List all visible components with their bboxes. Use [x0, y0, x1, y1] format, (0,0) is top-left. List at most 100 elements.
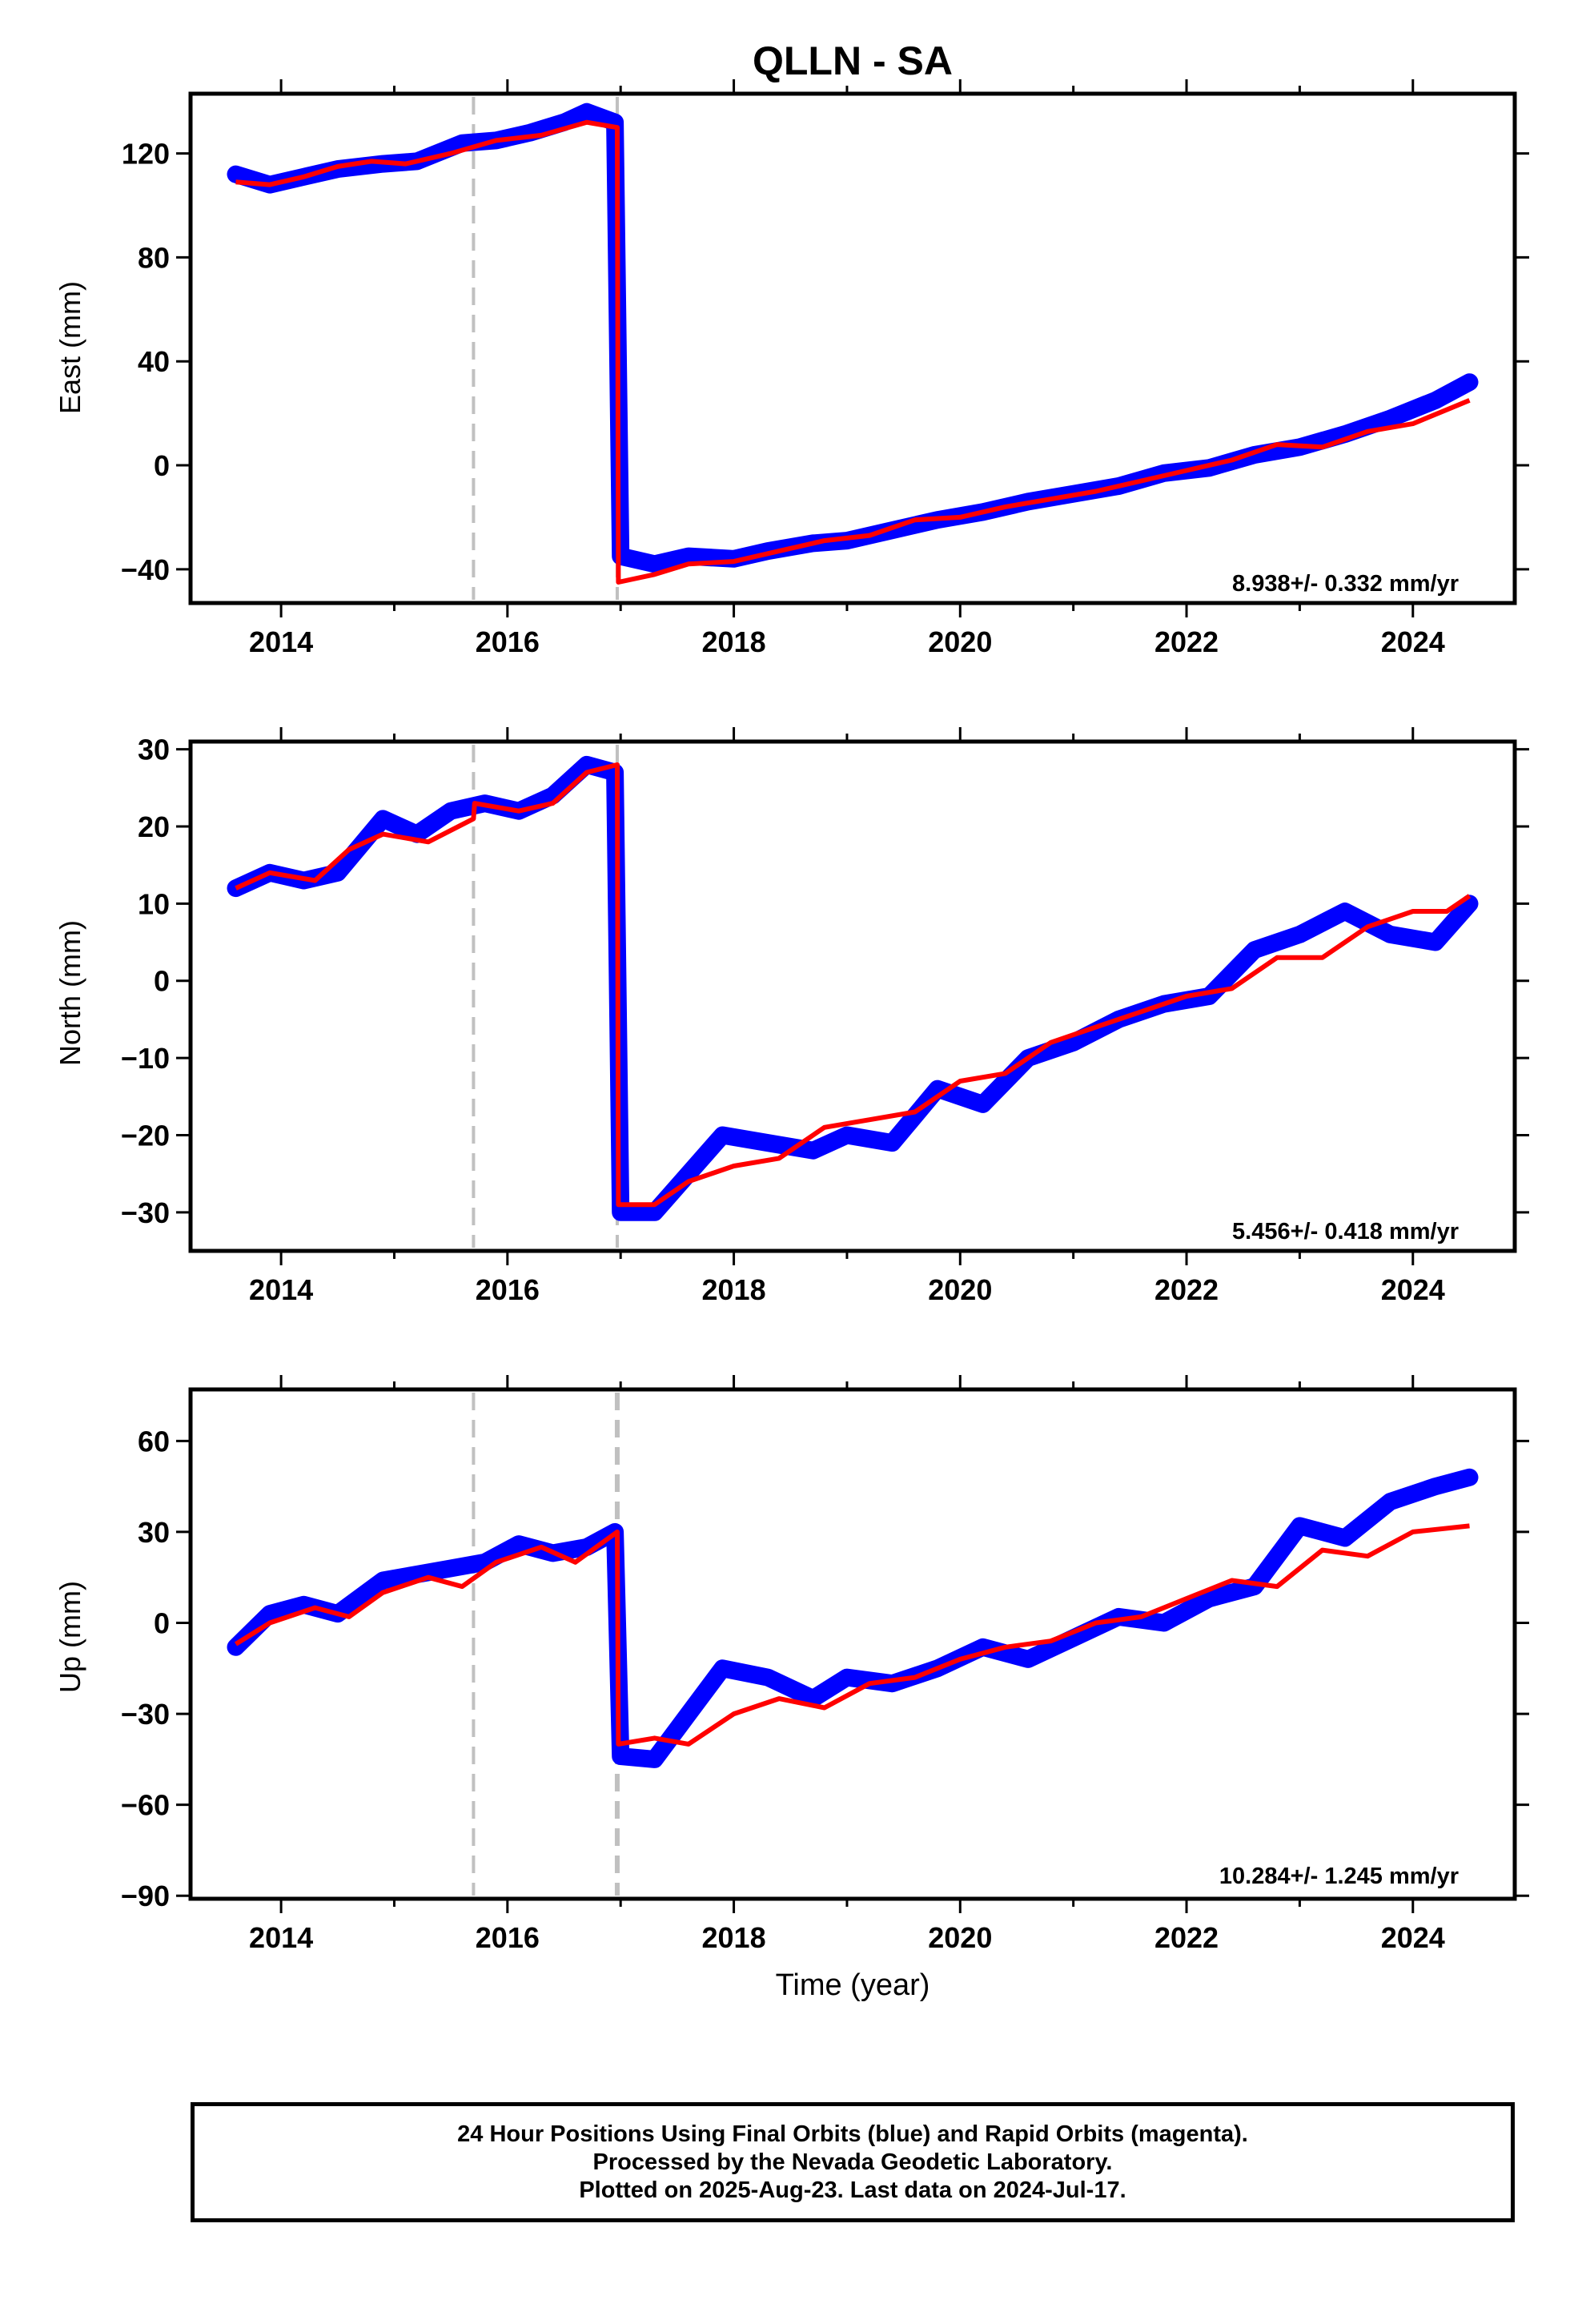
north-xtick-label: 2014	[249, 1273, 313, 1306]
north-position-point	[1066, 1035, 1081, 1050]
east-position-point	[1462, 375, 1477, 390]
north-rate-label: 5.456+/- 0.418 mm/yr	[1232, 1219, 1459, 1244]
north-ytick-label: 10	[138, 887, 170, 920]
up-ytick-label: 60	[138, 1425, 170, 1458]
up-position-point	[1156, 1615, 1171, 1630]
north-position-point	[330, 865, 345, 880]
east-xtick-label: 2016	[476, 625, 540, 658]
up-panel: Up (mm) 2014 2016 2018 2020 2022 2024 −90 −60 −3…	[54, 1375, 1529, 1954]
east-panel: East (mm) 2014 2016 2018 2020 2022 2024 −40 0 40…	[54, 79, 1529, 658]
up-xtick-label: 2018	[702, 1921, 766, 1954]
up-position-point	[1202, 1591, 1217, 1606]
up-position-point	[647, 1751, 662, 1767]
north-ytick-label: 30	[138, 734, 170, 766]
east-ytick-label: 0	[154, 449, 170, 482]
north-model-line	[235, 762, 1472, 1208]
east-xtick-label: 2014	[249, 625, 313, 658]
east-ytick-label: −40	[121, 553, 170, 586]
north-position-point	[1292, 927, 1307, 942]
caption-line-1: 24 Hour Positions Using Final Orbits (bl…	[457, 2121, 1248, 2147]
up-ytick-label: −30	[121, 1698, 170, 1731]
north-position-point	[885, 1136, 900, 1151]
north-position-point	[613, 1204, 628, 1220]
up-positions-band	[227, 1468, 1479, 1768]
up-position-point	[1337, 1530, 1352, 1546]
up-xtick-label: 2022	[1154, 1921, 1219, 1954]
up-xtick-label: 2014	[249, 1921, 313, 1954]
up-ytick-label: 30	[138, 1516, 170, 1549]
up-position-point	[263, 1606, 277, 1622]
north-position-point	[1383, 927, 1398, 942]
up-xtick-label: 2024	[1381, 1921, 1445, 1954]
north-xtick-label: 2024	[1381, 1273, 1445, 1306]
up-frame	[188, 1387, 1517, 1901]
north-ytick-label: −10	[121, 1042, 170, 1075]
up-position-point	[1383, 1494, 1398, 1510]
up-position-point	[1428, 1479, 1443, 1494]
north-ylabel: North (mm)	[54, 920, 86, 1066]
caption-line-2: Processed by the Nevada Geodetic Laborat…	[592, 2149, 1113, 2175]
north-position-point	[975, 1096, 990, 1112]
north-position-point	[375, 811, 391, 826]
east-position-point	[681, 549, 696, 564]
east-xtick-label: 2018	[702, 625, 766, 658]
east-position-point	[579, 104, 594, 119]
caption-line-3: Plotted on 2025-Aug-23. Last data on 202…	[579, 2177, 1126, 2203]
north-xtick-label: 2020	[928, 1273, 992, 1306]
east-ytick-label: 40	[138, 345, 170, 378]
east-xtick-label: 2022	[1154, 625, 1219, 658]
up-ylabel: Up (mm)	[54, 1581, 86, 1693]
north-ytick-label: 0	[154, 965, 170, 998]
x-axis-label: Time (year)	[776, 1968, 930, 2002]
north-panel: North (mm) 2014 2016 2018 2020 2022 2024 −30 −2…	[54, 727, 1529, 1306]
north-position-point	[1337, 904, 1352, 919]
north-ytick-label: −30	[121, 1196, 170, 1229]
up-position-point	[1462, 1470, 1477, 1485]
up-position-point	[444, 1561, 459, 1576]
up-model-line	[234, 1523, 1470, 1747]
north-xtick-label: 2022	[1154, 1273, 1219, 1306]
up-position-point	[715, 1661, 730, 1676]
caption-box: 24 Hour Positions Using Final Orbits (bl…	[191, 2102, 1515, 2222]
up-position-point	[1292, 1518, 1307, 1534]
east-position-point	[647, 557, 662, 572]
east-position-point	[228, 167, 243, 182]
up-xtick-label: 2016	[476, 1921, 540, 1954]
north-position-point	[715, 1128, 730, 1143]
north-position-point	[647, 1204, 662, 1220]
east-position-point	[1383, 411, 1398, 426]
east-ylabel: East (mm)	[54, 281, 86, 414]
north-position-point	[1428, 935, 1443, 950]
east-ytick-label: 120	[122, 138, 170, 171]
up-ytick-label: −90	[121, 1880, 170, 1912]
east-position-point	[1428, 392, 1443, 408]
up-ytick-label: 0	[154, 1607, 170, 1640]
north-position-point	[805, 1143, 821, 1158]
up-rate-label: 10.284+/- 1.245 mm/yr	[1219, 1864, 1459, 1889]
north-xtick-label: 2016	[476, 1273, 540, 1306]
up-position-point	[839, 1670, 854, 1685]
figure-title: QLLN - SA	[753, 38, 953, 83]
up-position-point	[613, 1749, 628, 1764]
east-xtick-label: 2020	[928, 625, 992, 658]
east-model-line	[235, 119, 1471, 585]
east-xtick-label: 2024	[1381, 625, 1445, 658]
north-position-point	[444, 803, 459, 818]
north-ytick-label: 20	[138, 810, 170, 843]
north-position-point	[1247, 943, 1262, 958]
north-position-point	[839, 1128, 854, 1143]
north-position-point	[579, 757, 594, 772]
up-position-point	[512, 1537, 526, 1552]
up-position-point	[681, 1707, 696, 1722]
east-ytick-label: 80	[138, 241, 170, 274]
up-xtick-label: 2020	[928, 1921, 992, 1954]
north-position-point	[761, 1136, 775, 1151]
east-positions-band	[227, 103, 1479, 573]
east-frame	[188, 91, 1517, 605]
up-position-point	[761, 1670, 775, 1685]
north-frame	[188, 739, 1517, 1253]
north-position-point	[681, 1166, 696, 1181]
up-ytick-label: −60	[121, 1789, 170, 1822]
up-position-point	[1021, 1651, 1036, 1667]
